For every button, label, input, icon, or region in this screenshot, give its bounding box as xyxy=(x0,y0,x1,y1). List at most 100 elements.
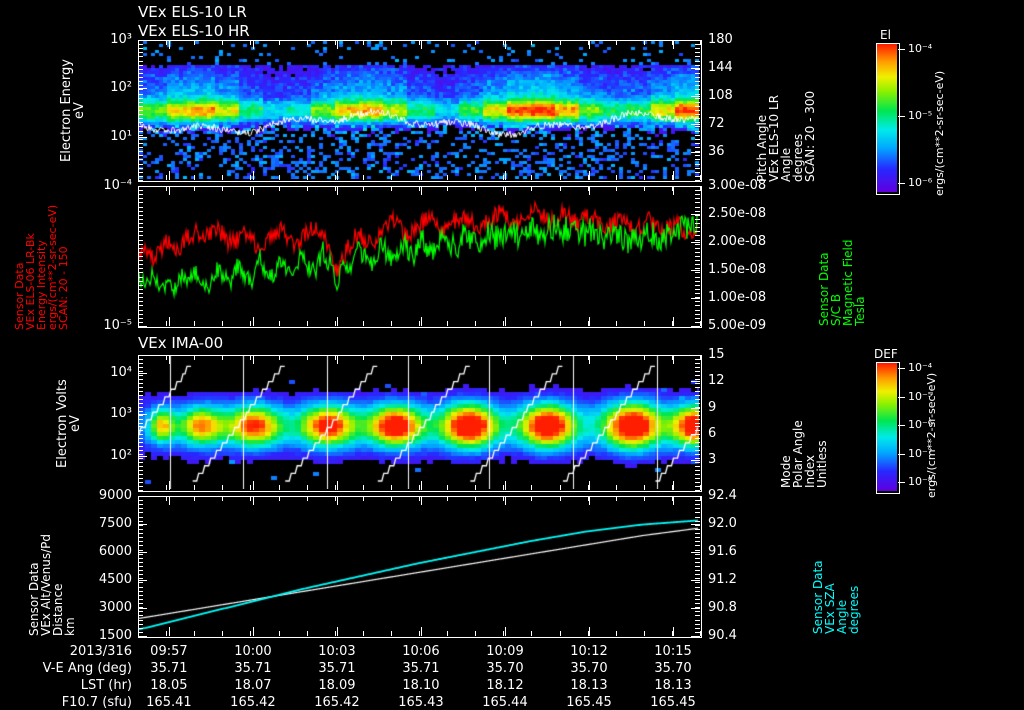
axis-tick-minor xyxy=(138,44,143,46)
axis-tick-label: 9 xyxy=(708,399,717,415)
axis-tick-label: 3.00e-08 xyxy=(708,178,767,193)
axis-tick-x xyxy=(419,40,420,45)
axis-tick-x xyxy=(531,175,533,180)
axis-tick-minor xyxy=(138,235,143,237)
axis-tick-minor xyxy=(138,438,143,440)
axis-tick-minor xyxy=(695,151,700,153)
axis-tick-minor xyxy=(695,251,700,253)
axis-tick-x xyxy=(559,186,561,191)
axis-tick-x-major xyxy=(504,171,506,180)
panel1-colorbar-label: 10⁻⁵ xyxy=(908,109,933,122)
axis-tick-minor xyxy=(695,97,700,99)
axis-tick-minor xyxy=(695,578,700,580)
axis-tick-x xyxy=(278,631,280,636)
axis-tick-minor xyxy=(695,68,700,70)
axis-tick-minor xyxy=(695,264,700,266)
axis-tick-label: 3000 xyxy=(98,600,132,615)
axis-tick-x xyxy=(700,485,701,490)
axis-tick-x xyxy=(250,485,252,490)
axis-tick-major xyxy=(691,524,700,525)
axis-tick-minor xyxy=(138,545,143,547)
axis-tick-minor xyxy=(695,147,700,149)
axis-tick-x xyxy=(250,496,252,501)
axis-tick-minor xyxy=(138,398,143,400)
axis-tick-minor xyxy=(695,426,700,428)
axis-tick-minor xyxy=(138,272,143,274)
axis-tick-minor xyxy=(138,374,143,376)
axis-tick-x-major xyxy=(336,355,338,364)
axis-tick-x xyxy=(503,175,505,180)
panel3-colorbar-title: DEF xyxy=(874,347,898,361)
axis-tick-x xyxy=(559,355,561,360)
axis-tick-x xyxy=(390,321,392,326)
axis-tick-minor xyxy=(695,358,700,360)
panel3-colorbar-label: 10⁻⁶ xyxy=(908,418,933,431)
axis-tick-minor xyxy=(138,470,143,472)
axis-tick-major xyxy=(138,552,147,553)
axis-tick-minor xyxy=(138,619,143,621)
axis-tick-minor xyxy=(138,89,143,91)
axis-tick-minor xyxy=(138,40,143,41)
axis-tick-minor xyxy=(695,512,700,514)
axis-tick-minor xyxy=(695,524,700,526)
axis-tick-minor xyxy=(695,386,700,388)
axis-tick-minor xyxy=(138,134,143,136)
axis-tick-major xyxy=(691,407,700,409)
axis-tick-minor xyxy=(138,394,143,396)
axis-tick-x xyxy=(250,175,252,180)
axis-tick-x xyxy=(643,496,645,501)
axis-tick-x-major xyxy=(589,481,590,490)
axis-tick-x xyxy=(671,40,673,45)
axis-tick-x xyxy=(559,485,561,490)
axis-tick-major xyxy=(138,372,147,374)
axis-tick-minor xyxy=(695,500,700,502)
axis-tick-x-major xyxy=(168,496,170,505)
axis-label-line: Unitless xyxy=(815,440,829,488)
axis-tick-minor xyxy=(138,598,143,600)
axis-tick-minor xyxy=(695,288,700,290)
axis-tick-label: 9000 xyxy=(98,488,132,503)
axis-tick-minor xyxy=(138,549,143,551)
axis-tick-x xyxy=(278,485,280,490)
table-cell: 35.71 xyxy=(234,661,272,676)
axis-tick-minor xyxy=(695,293,700,295)
axis-tick-x-major xyxy=(168,171,170,180)
axis-tick-minor xyxy=(138,410,143,412)
axis-tick-minor xyxy=(138,496,143,497)
table-cell: 18.09 xyxy=(318,678,356,693)
panel1-title-hr: VEx ELS-10 HR xyxy=(138,22,250,40)
axis-tick-x xyxy=(643,40,645,45)
axis-tick-minor xyxy=(138,504,143,506)
table-row-label: F10.7 (sfu) xyxy=(61,695,132,710)
axis-tick-x xyxy=(138,355,139,360)
axis-tick-x xyxy=(278,40,280,45)
axis-tick-label: 1500 xyxy=(98,628,132,643)
axis-tick-minor xyxy=(695,528,700,530)
axis-tick-minor xyxy=(138,264,143,266)
axis-label-line: SCAN: 20 - 300 xyxy=(803,90,817,182)
axis-tick-minor xyxy=(138,68,143,70)
axis-tick-minor xyxy=(138,370,143,372)
axis-tick-x xyxy=(306,40,308,45)
axis-tick-x xyxy=(643,321,645,326)
axis-label-line: ergs/(cm**2-sr-sec-eV) xyxy=(933,70,946,196)
axis-tick-minor xyxy=(695,284,700,286)
axis-tick-minor xyxy=(138,537,143,539)
axis-tick-x xyxy=(278,175,280,180)
axis-tick-minor xyxy=(138,101,143,103)
axis-tick-x xyxy=(250,631,252,636)
axis-tick-minor xyxy=(695,590,700,592)
axis-tick-label: 10¹ xyxy=(110,128,132,144)
axis-tick-x xyxy=(615,40,617,45)
axis-tick-minor xyxy=(695,175,700,177)
axis-tick-minor xyxy=(695,122,700,124)
axis-tick-minor xyxy=(138,512,143,514)
axis-tick-x xyxy=(334,496,336,501)
axis-label-line: Tesla xyxy=(853,296,867,326)
axis-tick-minor xyxy=(695,478,700,480)
axis-tick-x-major xyxy=(252,355,254,364)
axis-tick-label: 10³ xyxy=(110,406,132,422)
axis-tick-minor xyxy=(138,280,143,282)
axis-tick-minor xyxy=(695,268,700,270)
axis-tick-minor xyxy=(695,134,700,136)
